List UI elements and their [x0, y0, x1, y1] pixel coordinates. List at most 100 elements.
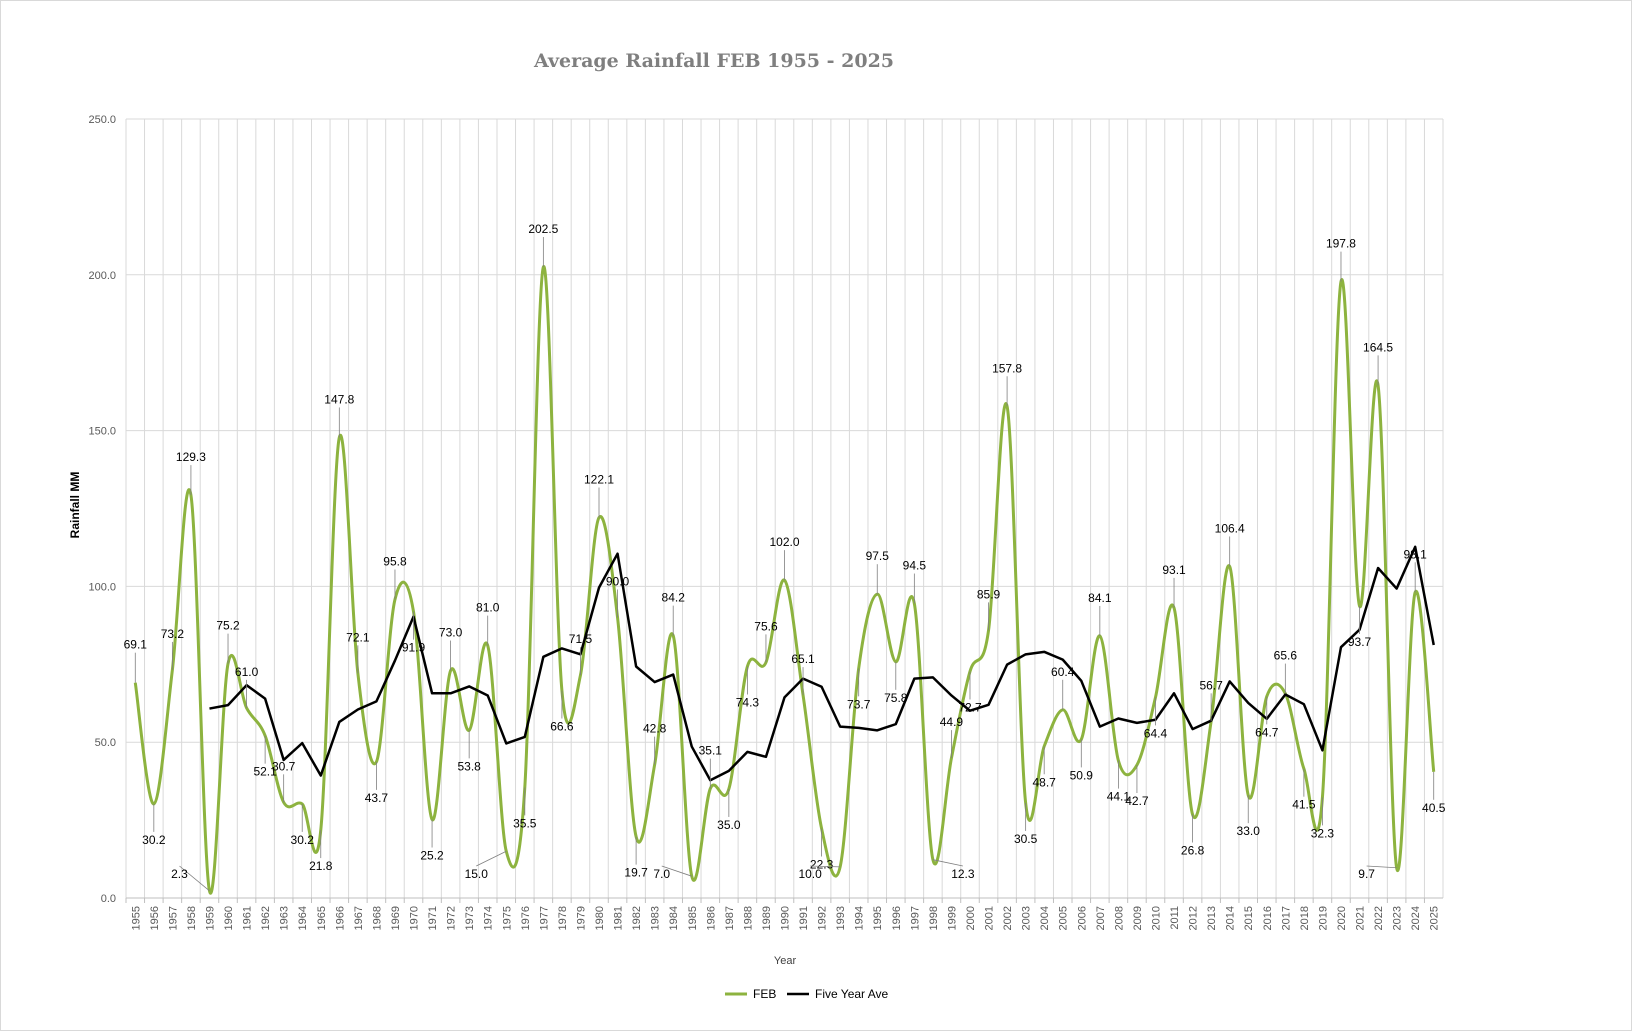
data-label: 44.9 [940, 715, 964, 729]
data-label-leader [661, 865, 692, 877]
x-tick-label: 1992 [817, 906, 829, 930]
x-tick-label: 1958 [186, 906, 198, 930]
data-label: 129.3 [176, 450, 206, 464]
x-tick-label: 1968 [371, 906, 383, 930]
x-tick-label: 1986 [705, 906, 717, 930]
x-tick-label: 2006 [1076, 906, 1088, 930]
x-tick-label: 1964 [297, 906, 309, 930]
axes: 0.0 50.0 100.0 150.0 200.0 250.0 1955 1956 1957 1… [88, 114, 1443, 930]
x-tick-label: 2017 [1280, 906, 1292, 930]
x-tick-label: 1996 [891, 906, 903, 930]
data-label-leader [810, 865, 841, 868]
data-label: 22.3 [810, 858, 834, 872]
x-tick-label: 1999 [946, 906, 958, 930]
data-label: 9.7 [1358, 867, 1375, 881]
data-label: 72.1 [346, 630, 370, 644]
x-tick-label: 1960 [223, 906, 235, 930]
data-label: 30.7 [272, 759, 296, 773]
x-tick-label: 1965 [316, 906, 328, 930]
data-label: 7.0 [653, 867, 670, 881]
x-tick-label: 1980 [594, 906, 606, 930]
x-tick-label: 2016 [1262, 906, 1274, 930]
data-label: 157.8 [992, 361, 1022, 375]
data-label: 72.7 [958, 700, 982, 714]
data-label: 97.5 [866, 549, 890, 563]
x-tick-label: 1961 [242, 906, 254, 930]
data-label: 75.6 [754, 619, 778, 633]
x-tick-label: 2005 [1058, 906, 1070, 930]
x-tick-label: 1977 [538, 906, 550, 930]
x-tick-label: 2008 [1113, 906, 1125, 930]
x-tick-label: 2010 [1150, 906, 1162, 930]
data-label: 122.1 [584, 473, 614, 487]
data-label: 30.2 [142, 833, 166, 847]
x-tick-label: 1973 [464, 906, 476, 930]
data-label: 73.0 [439, 626, 463, 640]
data-label: 85.9 [977, 587, 1001, 601]
x-tick-label: 1985 [687, 906, 699, 930]
data-label: 32.3 [1311, 826, 1335, 840]
x-tick-label: 2025 [1429, 906, 1441, 930]
data-label: 12.3 [951, 867, 975, 881]
data-label: 94.5 [903, 559, 927, 573]
data-label: 66.6 [550, 719, 574, 733]
x-tick-label: 1983 [650, 906, 662, 930]
data-label: 65.6 [1274, 649, 1298, 663]
x-tick-label: 2012 [1188, 906, 1200, 930]
x-tick-label: 2013 [1206, 906, 1218, 930]
grid-lines [125, 118, 1444, 899]
y-tick-label: 150.0 [88, 426, 116, 438]
data-label: 2.3 [171, 867, 188, 881]
x-tick-label: 2009 [1132, 906, 1144, 930]
data-label: 73.7 [847, 697, 871, 711]
data-label: 69.1 [124, 638, 148, 652]
x-tick-label: 1987 [724, 906, 736, 930]
data-label: 21.8 [309, 859, 333, 873]
data-label: 48.7 [1033, 775, 1057, 789]
x-tick-label: 2007 [1095, 906, 1107, 930]
y-tick-label: 200.0 [88, 270, 116, 282]
x-tick-label: 1962 [260, 906, 272, 930]
data-label: 19.7 [624, 866, 648, 880]
x-tick-label: 1974 [483, 906, 495, 930]
data-label: 60.4 [1051, 665, 1075, 679]
data-label: 164.5 [1363, 340, 1393, 354]
x-axis-title: Year [774, 955, 797, 967]
data-label: 44.1 [1107, 790, 1131, 804]
x-tick-label: 2002 [1002, 906, 1014, 930]
x-tick-label: 1979 [575, 906, 587, 930]
x-tick-label: 2020 [1336, 906, 1348, 930]
data-label: 25.2 [420, 848, 444, 862]
data-label: 98.1 [1403, 547, 1427, 561]
data-label: 202.5 [528, 222, 558, 236]
data-label: 75.2 [216, 619, 240, 633]
x-tick-label: 2011 [1169, 906, 1181, 930]
x-tick-label: 2001 [984, 906, 996, 930]
x-tick-label: 1956 [149, 906, 161, 930]
x-tick-label: 2024 [1410, 906, 1422, 930]
data-label: 73.2 [161, 627, 185, 641]
x-tick-label: 2022 [1373, 906, 1385, 930]
x-tick-label: 2023 [1392, 906, 1404, 930]
x-tick-label: 1976 [520, 906, 532, 930]
data-label: 147.8 [324, 392, 354, 406]
x-tick-label: 1971 [427, 906, 439, 930]
data-label: 50.9 [1070, 768, 1094, 782]
data-label: 106.4 [1215, 521, 1245, 535]
data-label-leader [476, 850, 507, 867]
data-label: 95.8 [383, 554, 407, 568]
x-tick-label: 1959 [204, 906, 216, 930]
data-label: 10.0 [798, 867, 822, 881]
data-label: 30.5 [1014, 832, 1038, 846]
data-label: 30.2 [291, 833, 315, 847]
data-label: 61.0 [235, 665, 259, 679]
data-label: 42.7 [1125, 794, 1149, 808]
data-label: 40.5 [1422, 801, 1446, 815]
data-label: 33.0 [1237, 824, 1261, 838]
data-label: 43.7 [365, 791, 389, 805]
x-tick-label: 1993 [835, 906, 847, 930]
data-label: 56.7 [1199, 678, 1223, 692]
data-label-leader [1366, 865, 1397, 869]
